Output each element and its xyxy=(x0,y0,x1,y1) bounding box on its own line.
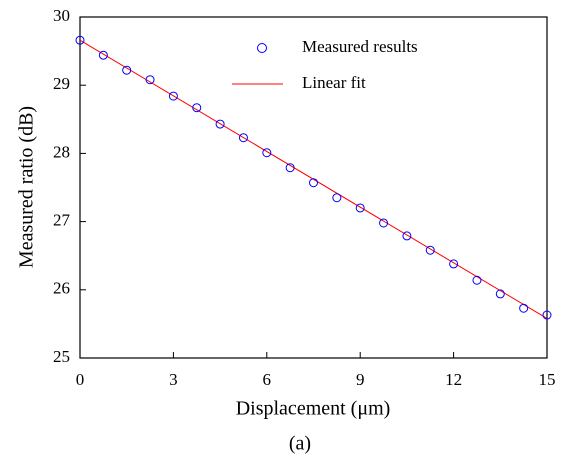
x-axis-label: Displacement (μm) xyxy=(236,398,391,420)
caption: (a) xyxy=(289,433,311,455)
data-point xyxy=(98,50,108,60)
data-point xyxy=(122,65,132,75)
x-tick-label: 9 xyxy=(356,370,365,389)
data-point xyxy=(215,119,225,129)
y-axis-label: Measured ratio (dB) xyxy=(16,106,38,268)
data-point xyxy=(145,75,155,85)
data-point xyxy=(285,163,295,173)
y-tick-label: 25 xyxy=(53,347,70,366)
legend-marker xyxy=(257,43,267,53)
data-point xyxy=(75,35,85,45)
x-tick-label: 0 xyxy=(76,370,85,389)
x-tick-label: 3 xyxy=(169,370,178,389)
y-tick-label: 26 xyxy=(53,279,70,298)
data-point xyxy=(542,310,552,320)
y-tick-label: 29 xyxy=(53,74,70,93)
data-point xyxy=(472,275,482,285)
data-point xyxy=(449,259,459,269)
x-tick-label: 6 xyxy=(263,370,272,389)
x-tick-label: 12 xyxy=(445,370,462,389)
data-point xyxy=(262,148,272,158)
plot-frame xyxy=(79,16,548,359)
data-point xyxy=(402,231,412,241)
data-point xyxy=(238,133,248,143)
data-point xyxy=(355,203,365,213)
data-point xyxy=(379,218,389,228)
data-point xyxy=(168,91,178,101)
fit-line xyxy=(79,39,548,319)
legend-text: Linear fit xyxy=(302,73,366,92)
y-tick-label: 30 xyxy=(53,6,70,25)
y-tick-label: 27 xyxy=(53,211,71,230)
data-point xyxy=(425,245,435,255)
data-point xyxy=(519,303,529,313)
data-point xyxy=(495,289,505,299)
x-tick-label: 15 xyxy=(539,370,556,389)
data-point xyxy=(332,193,342,203)
legend-text: Measured results xyxy=(302,37,418,56)
y-tick-label: 28 xyxy=(53,142,70,161)
data-point xyxy=(309,178,318,188)
data-point xyxy=(192,103,202,113)
